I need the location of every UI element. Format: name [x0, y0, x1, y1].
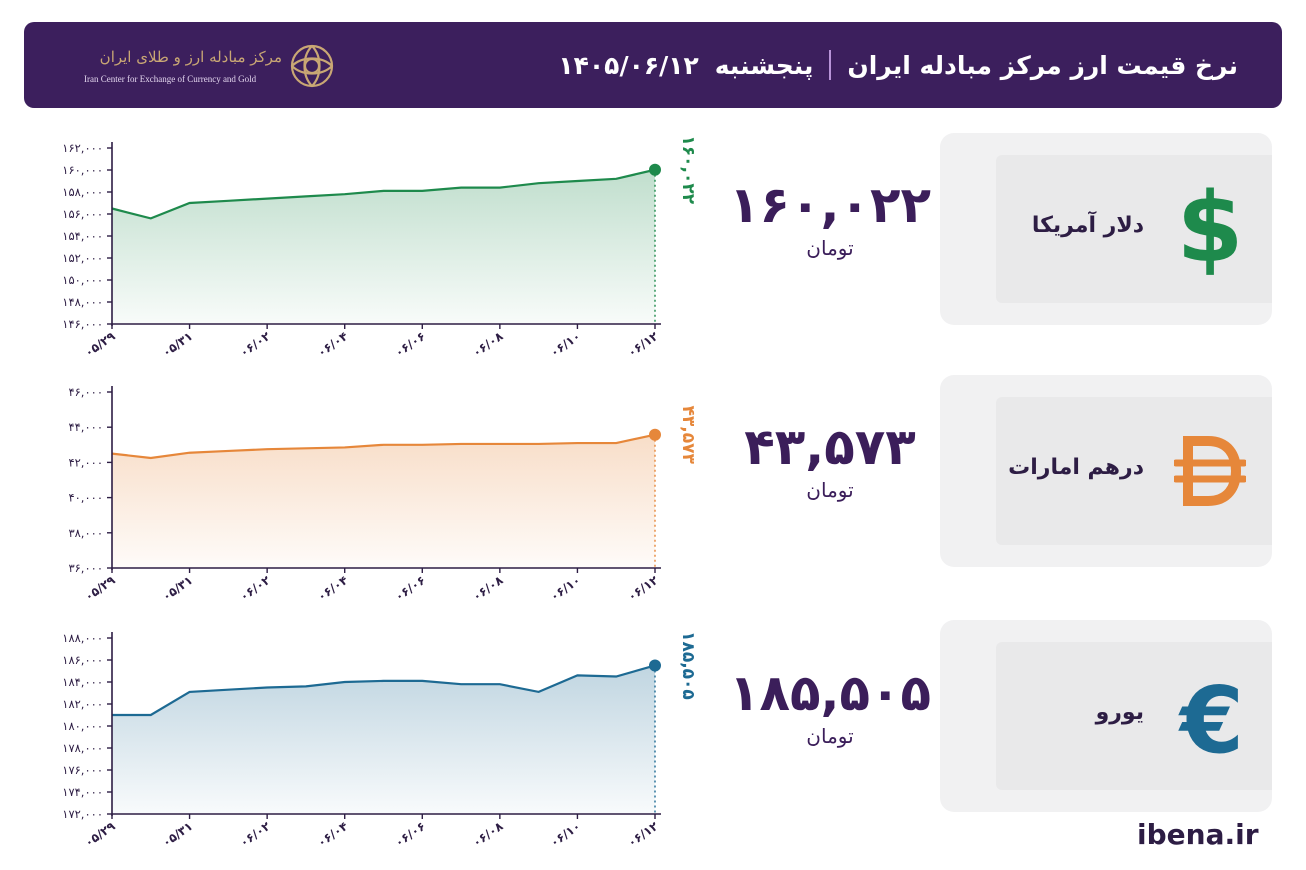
chart-aed-last-label: ۴۳,۵۷۳ — [678, 406, 698, 465]
logo: مرکز مبادله ارز و طلای ایران Iran Center… — [82, 40, 342, 92]
chart-eur-x-tick-label: ۰۵/۳۱ — [160, 819, 196, 850]
chart-eur-x-tick-label: ۰۶/۱۰ — [548, 819, 584, 850]
chart-eur-y-tick-label: ۱۸۸,۰۰۰ — [62, 631, 103, 645]
chart-eur: ۱۷۲,۰۰۰ ۱۷۴,۰۰۰ ۱۷۶,۰۰۰ ۱۷۸,۰۰۰ ۱۸۰,۰۰۰ ۱۸۲,۰… — [62, 631, 698, 850]
value-eur-number: ۱۸۵,۵۰۵ — [728, 664, 932, 722]
value-aed-unit: تومان — [806, 478, 854, 502]
chart-aed-x-tick-label: ۰۶/۰۲ — [237, 573, 273, 604]
svg-text:€: € — [1178, 668, 1244, 764]
chart-usd-y-tick-label: ۱۵۰,۰۰۰ — [62, 273, 103, 287]
chart-usd-x-tick-label: ۰۶/۰۸ — [470, 329, 506, 360]
euro-icon: € — [1178, 668, 1244, 764]
chart-eur-y-tick-label: ۱۸۰,۰۰۰ — [62, 719, 103, 733]
chart-aed-y-tick-label: ۳۶,۰۰۰ — [68, 561, 103, 575]
chart-usd-y-tick-label: ۱۶۰,۰۰۰ — [62, 163, 103, 177]
value-usd-number: ۱۶۰,۰۲۲ — [728, 176, 932, 234]
chart-usd-x-tick-label: ۰۶/۱۲ — [625, 329, 661, 360]
chart-usd-x-tick-label: ۰۵/۳۱ — [160, 329, 196, 360]
value-eur-unit: تومان — [806, 724, 854, 748]
chart-aed-x-tick-label: ۰۶/۰۶ — [392, 573, 428, 604]
header-bar: نرخ قیمت ارز مرکز مبادله ایران پنجشنبه ۱… — [24, 22, 1282, 108]
chart-eur-x-tick-label: ۰۶/۰۲ — [237, 819, 273, 850]
chart-usd-x-tick-label: ۰۶/۱۰ — [548, 329, 584, 360]
card-usd-panel — [996, 155, 1272, 303]
chart-eur-last-point — [649, 659, 661, 672]
value-aed-number: ۴۳,۵۷۳ — [744, 418, 916, 476]
chart-eur-y-tick-label: ۱۸۶,۰۰۰ — [62, 653, 103, 667]
card-aed: درهم امارات — [940, 375, 1272, 567]
chart-usd-last-point — [649, 163, 661, 176]
footer-site: ibena.ir — [1137, 818, 1259, 851]
card-usd-name: دلار آمریکا — [1031, 213, 1144, 238]
card-usd: دلار آمریکا $ — [940, 133, 1272, 325]
card-eur-name: یورو — [1095, 700, 1144, 725]
chart-usd-x-tick-label: ۰۶/۰۲ — [237, 329, 273, 360]
chart-aed-y-tick-label: ۴۰,۰۰۰ — [68, 491, 103, 505]
card-eur-panel — [996, 642, 1272, 790]
value-usd: ۱۶۰,۰۲۲ تومان — [700, 176, 960, 260]
chart-aed-x-tick-label: ۰۵/۳۱ — [160, 573, 196, 604]
dirham-icon — [1174, 436, 1246, 506]
chart-usd-y-tick-label: ۱۶۲,۰۰۰ — [62, 141, 103, 155]
header-date: ۱۴۰۵/۰۶/۱۲ — [558, 50, 699, 80]
card-aed-panel — [996, 397, 1272, 545]
chart-aed-y-tick-label: ۴۴,۰۰۰ — [68, 420, 103, 434]
chart-eur-x-tick-label: ۰۶/۰۶ — [392, 819, 428, 850]
chart-eur-line — [112, 664, 656, 717]
chart-eur-x-tick-label: ۰۵/۲۹ — [82, 819, 118, 850]
card-eur: یورو € — [940, 620, 1272, 812]
chart-aed-x-tick-label: ۰۶/۱۰ — [548, 573, 584, 604]
chart-usd-y-tick-label: ۱۵۴,۰۰۰ — [62, 229, 103, 243]
header-title: نرخ قیمت ارز مرکز مبادله ایران — [847, 50, 1238, 80]
chart-eur-x-tick-label: ۰۶/۰۴ — [315, 819, 351, 850]
chart-usd-y-tick-label: ۱۴۶,۰۰۰ — [62, 317, 103, 331]
chart-aed-y-tick-label: ۴۶,۰۰۰ — [68, 385, 103, 399]
chart-aed-x-tick-label: ۰۵/۲۹ — [82, 573, 118, 604]
dollar-icon: $ — [1177, 181, 1244, 277]
chart-usd-y-tick-label: ۱۴۸,۰۰۰ — [62, 295, 103, 309]
chart-eur-last-label: ۱۸۵,۵۰۵ — [678, 631, 698, 700]
value-eur: ۱۸۵,۵۰۵ تومان — [700, 664, 960, 748]
logo-text-en: Iran Center for Exchange of Currency and… — [84, 74, 257, 84]
chart-aed-y-tick-label: ۴۲,۰۰۰ — [68, 455, 103, 469]
chart-eur-y-tick-label: ۱۸۲,۰۰۰ — [62, 697, 103, 711]
chart-eur-y-tick-label: ۱۷۲,۰۰۰ — [62, 807, 103, 821]
chart-usd: ۱۴۶,۰۰۰ ۱۴۸,۰۰۰ ۱۵۰,۰۰۰ ۱۵۲,۰۰۰ ۱۵۴,۰۰۰ ۱۵۶,۰… — [62, 135, 698, 360]
chart-usd-x-tick-label: ۰۵/۲۹ — [82, 329, 118, 360]
chart-eur-x-tick-label: ۰۶/۱۲ — [625, 819, 661, 850]
chart-aed-last-point — [649, 428, 661, 441]
chart-eur-y-tick-label: ۱۷۶,۰۰۰ — [62, 763, 103, 777]
chart-aed-line — [111, 433, 656, 460]
chart-usd-area — [112, 169, 655, 324]
chart-eur-x-tick-label: ۰۶/۰۸ — [470, 819, 506, 850]
chart-usd-y-tick-label: ۱۵۶,۰۰۰ — [62, 207, 103, 221]
chart-aed-x-tick-label: ۰۶/۰۴ — [315, 573, 351, 604]
chart-eur-y-tick-label: ۱۷۴,۰۰۰ — [62, 785, 103, 799]
value-aed: ۴۳,۵۷۳ تومان — [700, 418, 960, 502]
header-separator — [829, 50, 832, 80]
chart-usd-y-tick-label: ۱۵۲,۰۰۰ — [62, 251, 103, 265]
logo-text-fa: مرکز مبادله ارز و طلای ایران — [99, 48, 282, 66]
chart-usd-x-tick-label: ۰۶/۰۶ — [392, 329, 428, 360]
chart-aed-x-tick-label: ۰۶/۱۲ — [625, 573, 661, 604]
chart-aed-x-tick-label: ۰۶/۰۸ — [470, 573, 506, 604]
header-day: پنجشنبه — [714, 50, 814, 80]
header-title-group: نرخ قیمت ارز مرکز مبادله ایران پنجشنبه ۱… — [558, 46, 1238, 84]
chart-aed-area — [112, 434, 655, 568]
chart-usd-x-tick-label: ۰۶/۰۴ — [315, 329, 351, 360]
chart-eur-y-tick-label: ۱۸۴,۰۰۰ — [62, 675, 103, 689]
chart-eur-area — [112, 665, 655, 814]
chart-aed: ۳۶,۰۰۰ ۳۸,۰۰۰ ۴۰,۰۰۰ ۴۲,۰۰۰ ۴۴,۰۰۰ ۴۶,۰۰۰ ۰۵/۲… — [68, 385, 698, 604]
chart-usd-last-label: ۱۶۰,۰۲۲ — [678, 135, 698, 204]
chart-usd-y-tick-label: ۱۵۸,۰۰۰ — [62, 185, 103, 199]
chart-usd-line — [111, 168, 656, 220]
svg-text:$: $ — [1177, 181, 1244, 277]
logo-mark-icon — [290, 44, 334, 88]
chart-eur-y-tick-label: ۱۷۸,۰۰۰ — [62, 741, 103, 755]
card-aed-name: درهم امارات — [1008, 455, 1144, 480]
chart-aed-y-tick-label: ۳۸,۰۰۰ — [68, 526, 103, 540]
value-usd-unit: تومان — [806, 236, 854, 260]
